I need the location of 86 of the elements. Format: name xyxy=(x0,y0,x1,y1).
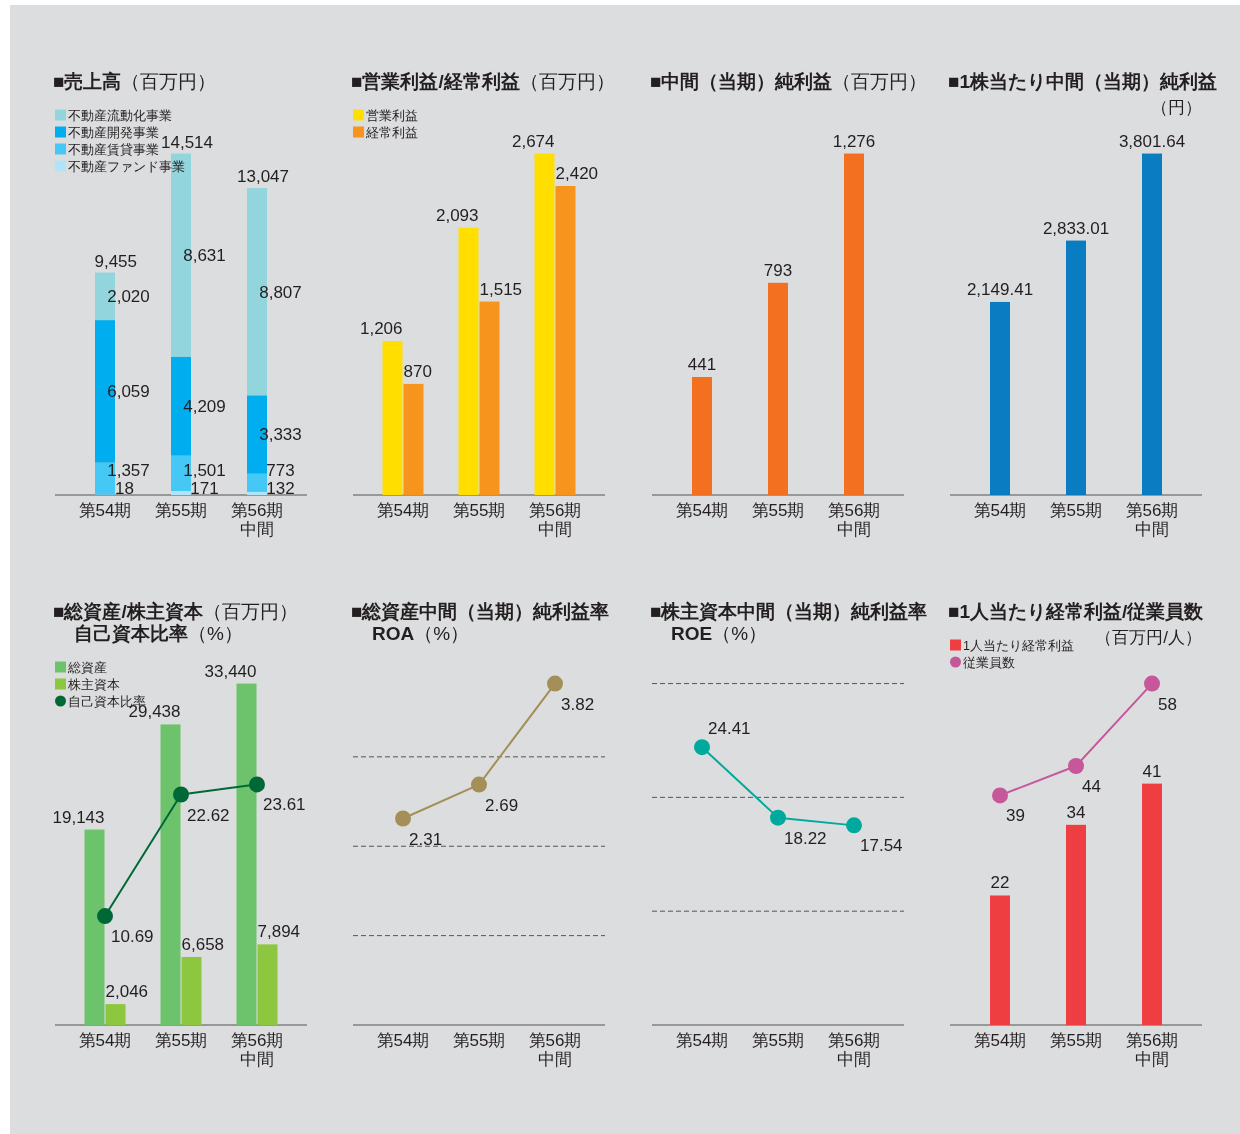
data-label: 8,631 xyxy=(183,246,226,266)
data-label: 171 xyxy=(190,479,219,498)
x-tick-label: 第54期 xyxy=(78,501,132,520)
x-tick-label: 第56期中間 xyxy=(230,501,284,539)
total-label: 14,514 xyxy=(161,132,213,152)
x-tick-label: 第54期 xyxy=(78,1031,132,1050)
total-label: 9,455 xyxy=(94,251,137,271)
legend-label: 1人当たり経常利益 xyxy=(963,639,1074,653)
data-label: 3.82 xyxy=(561,694,595,714)
data-label: 2.69 xyxy=(485,795,519,815)
x-tick-label: 第54期 xyxy=(675,501,729,520)
chart-subtitle: （円） xyxy=(1151,98,1202,117)
data-label: 23.61 xyxy=(263,795,306,815)
data-label: 58 xyxy=(1158,694,1177,714)
data-label: 2,149.41 xyxy=(966,279,1034,299)
x-tick-label: 第55期 xyxy=(751,1031,805,1050)
x-tick-label: 第54期 xyxy=(376,1031,430,1050)
x-tick-label: 第55期 xyxy=(452,501,506,520)
chart-title: ■株主資本中間（当期）純利益率 ROE（%） xyxy=(650,601,928,644)
data-label: 18 xyxy=(115,479,134,498)
chart-title: ■営業利益/経常利益（百万円） xyxy=(351,71,615,92)
x-tick-label: 第55期 xyxy=(751,501,805,520)
legend-label: 従業員数 xyxy=(963,656,1015,670)
legend-label: 不動産ファンド事業 xyxy=(68,159,185,174)
data-label: 22 xyxy=(990,873,1010,893)
data-label: 2,020 xyxy=(107,287,150,307)
data-label: 41 xyxy=(1142,761,1162,781)
data-label: 2,046 xyxy=(105,982,149,1002)
chart-title: ■中間（当期）純利益（百万円） xyxy=(650,71,928,92)
data-label: 34 xyxy=(1066,802,1086,822)
data-label: 441 xyxy=(687,354,717,374)
x-tick-label: 第55期 xyxy=(154,501,208,520)
x-tick-label: 第54期 xyxy=(376,501,430,520)
data-label: 132 xyxy=(266,479,295,498)
x-tick-label: 第56期中間 xyxy=(230,1031,284,1069)
legend-label: 株主資本 xyxy=(67,677,120,692)
x-tick-label: 第54期 xyxy=(675,1031,729,1050)
data-label: 870 xyxy=(403,361,432,381)
data-label: 1,206 xyxy=(359,319,403,339)
data-label: 39 xyxy=(1006,806,1025,826)
data-label: 773 xyxy=(266,461,295,480)
chart-title: ■1人当たり経常利益/従業員数 xyxy=(948,601,1205,622)
data-label: 2.31 xyxy=(409,829,443,849)
data-label: 1,276 xyxy=(832,131,876,151)
data-label: 2,093 xyxy=(435,205,479,225)
chart-subtitle: （百万円/人） xyxy=(1095,628,1202,647)
data-label: 7,894 xyxy=(257,922,301,942)
x-tick-label: 第55期 xyxy=(452,1031,506,1050)
data-label: 8,807 xyxy=(259,282,302,302)
data-label: 10.69 xyxy=(111,927,154,947)
x-tick-label: 第54期 xyxy=(973,1031,1027,1050)
data-label: 24.41 xyxy=(708,719,751,739)
data-label: 793 xyxy=(763,260,793,280)
x-tick-label: 第56期中間 xyxy=(528,501,582,539)
chart-title: ■1株当たり中間（当期）純利益 xyxy=(948,71,1218,92)
data-label: 6,658 xyxy=(181,935,225,955)
legend-label: 総資産 xyxy=(67,660,107,675)
data-label: 44 xyxy=(1082,776,1101,796)
x-tick-label: 第54期 xyxy=(973,501,1027,520)
data-label: 2,674 xyxy=(511,131,555,151)
x-tick-label: 第55期 xyxy=(154,1031,208,1050)
data-label: 19,143 xyxy=(52,807,105,827)
data-label: 2,420 xyxy=(555,163,599,183)
x-tick-label: 第55期 xyxy=(1049,501,1103,520)
chart-title: ■売上高（百万円） xyxy=(53,71,217,92)
legend-label: 経常利益 xyxy=(365,126,418,140)
total-label: 13,047 xyxy=(237,167,289,187)
x-tick-label: 第56期中間 xyxy=(528,1031,582,1069)
x-tick-label: 第56期中間 xyxy=(827,501,881,539)
data-label: 2,833.01 xyxy=(1042,218,1110,238)
x-tick-label: 第56期中間 xyxy=(1125,501,1179,539)
legend-label: 不動産賃貸事業 xyxy=(68,142,159,157)
chart-title: ■総資産/株主資本（百万円）自己資本比率（%） xyxy=(53,601,298,644)
legend-label: 営業利益 xyxy=(366,109,418,123)
chart-title: ■総資産中間（当期）純利益率 ROA（%） xyxy=(351,601,610,644)
legend-label: 不動産流動化事業 xyxy=(68,108,172,123)
data-label: 3,801.64 xyxy=(1118,131,1186,151)
data-label: 22.62 xyxy=(187,805,230,825)
x-tick-label: 第56期中間 xyxy=(1125,1031,1179,1069)
data-label: 18.22 xyxy=(784,828,827,848)
x-tick-label: 第55期 xyxy=(1049,1031,1103,1050)
legend-label: 不動産開発事業 xyxy=(68,125,159,140)
data-label: 17.54 xyxy=(860,836,903,856)
data-label: 33,440 xyxy=(204,661,257,681)
x-tick-label: 第56期中間 xyxy=(827,1031,881,1069)
data-label: 1,515 xyxy=(479,279,523,299)
